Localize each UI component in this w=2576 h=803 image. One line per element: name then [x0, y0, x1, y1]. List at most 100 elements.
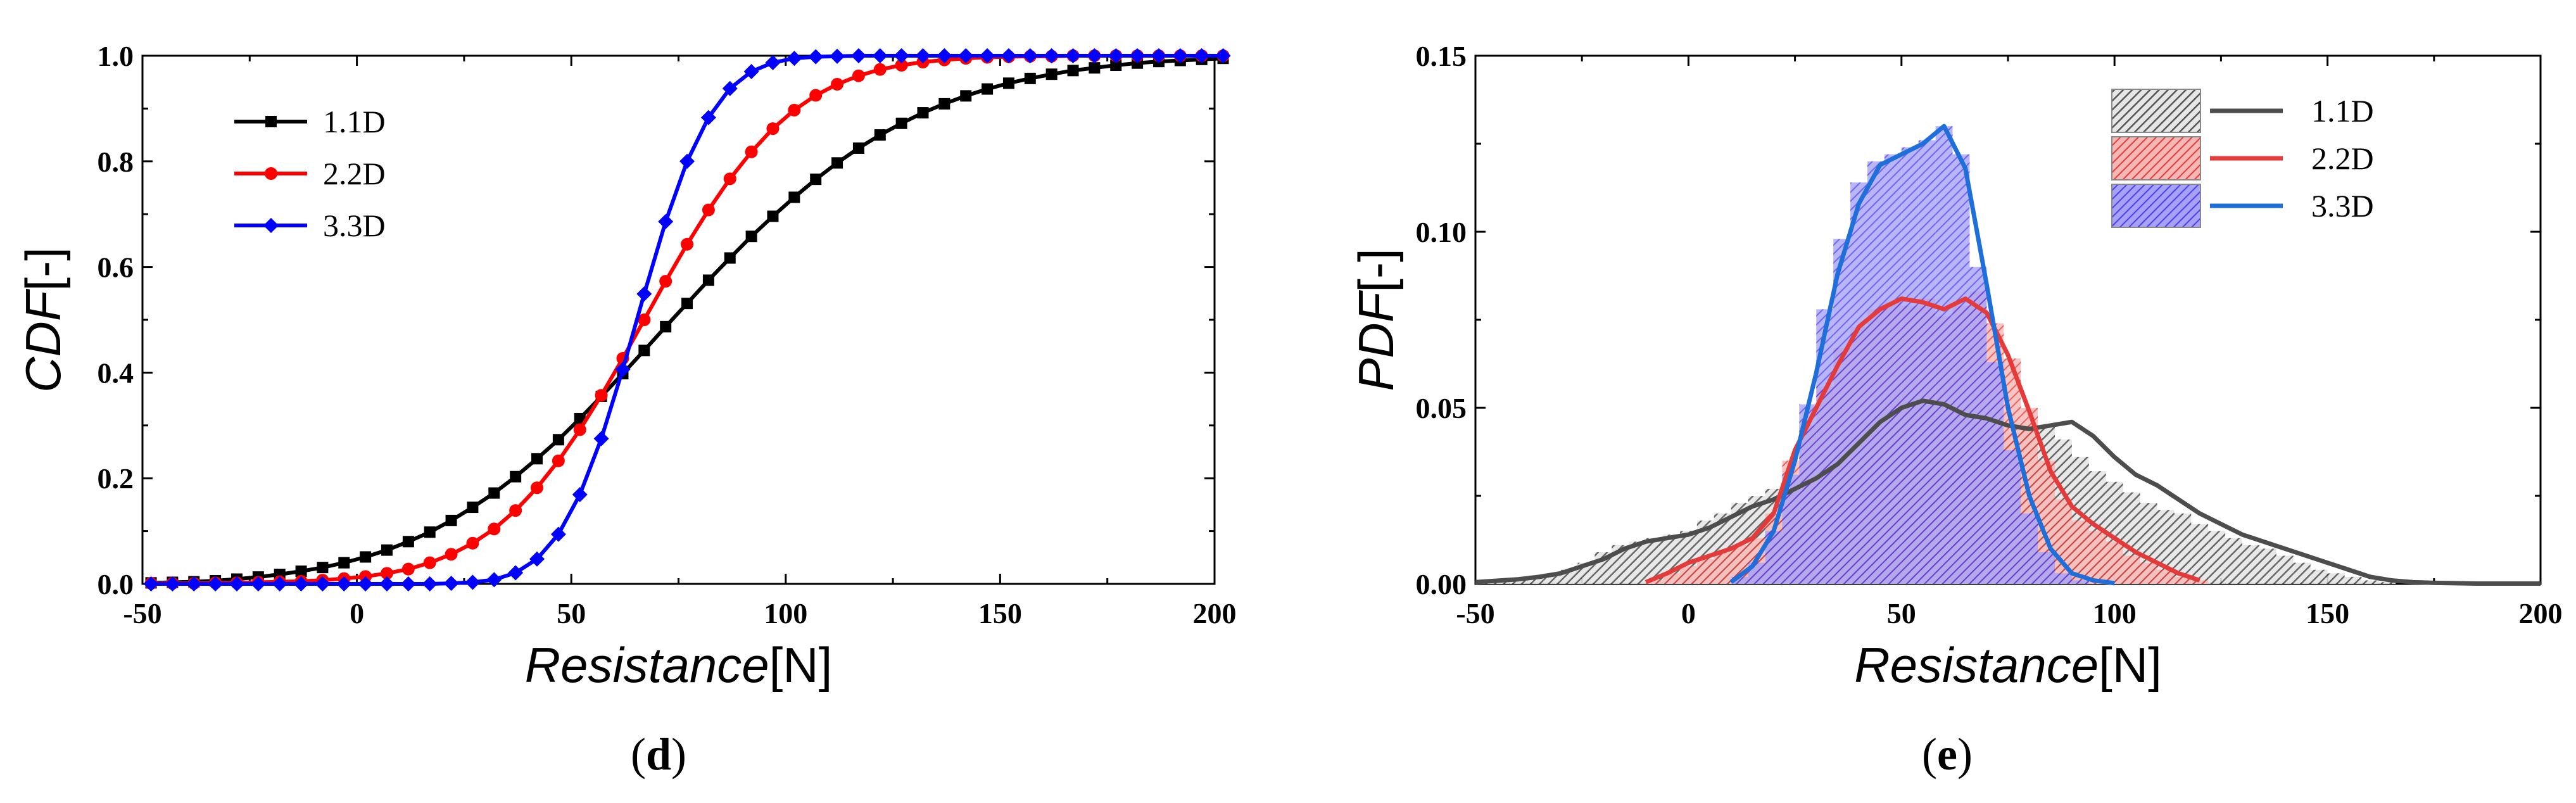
bar-2-2d [2123, 555, 2140, 584]
bar-1-1d [1629, 541, 1646, 584]
data-point-2-2d [381, 567, 394, 580]
data-point-3-3d [379, 576, 395, 591]
bar-1-1d [2293, 562, 2311, 584]
legend-label-3-3d: 3.3D [323, 208, 386, 243]
data-point-3-3d [980, 48, 995, 63]
data-point-2-2d [488, 522, 501, 536]
bar-3-3d [1986, 362, 2004, 584]
data-point-2-2d [702, 203, 715, 217]
data-point-2-2d [852, 69, 865, 82]
data-point-1-1d [960, 90, 972, 102]
data-point-1-1d [574, 412, 586, 424]
data-point-3-3d [1151, 48, 1166, 63]
data-point-3-3d [293, 576, 309, 591]
bar-3-3d [1935, 126, 1953, 584]
y-tick-label: 0.0 [98, 568, 134, 600]
data-point-2-2d [509, 504, 522, 517]
data-point-1-1d [938, 98, 950, 110]
data-point-3-3d [658, 213, 674, 229]
bar-3-3d [2021, 513, 2038, 584]
legend-label-2-2d: 2.2D [2311, 141, 2374, 176]
data-point-1-1d [982, 83, 994, 95]
data-point-3-3d [872, 48, 888, 63]
data-point-3-3d [1130, 48, 1146, 63]
curve-2-2d [1645, 296, 2200, 585]
series-1-1d [145, 53, 1229, 589]
data-point-3-3d [765, 54, 781, 70]
y-axis-title: CDF[-] [15, 247, 71, 393]
data-point-1-1d [724, 252, 736, 264]
bar-2-2d [1696, 559, 1714, 584]
bar-3-3d [1901, 147, 1919, 584]
data-point-1-1d [360, 551, 372, 563]
legend-swatch-2-2d [2111, 136, 2201, 180]
data-point-2-2d [831, 78, 844, 91]
data-point-3-3d [358, 576, 374, 591]
legend-marker-3-3d [263, 218, 279, 233]
y-tick-label: 0.05 [1416, 392, 1467, 424]
data-point-1-1d [852, 142, 864, 154]
bar-3-3d [2038, 552, 2055, 584]
x-axis-title-unit: [N] [2099, 637, 2162, 693]
bar-1-1d [1509, 579, 1527, 584]
x-axis-title: Resistance[N] [1854, 637, 2162, 693]
bar-3-3d [2071, 580, 2089, 584]
data-point-3-3d [593, 431, 609, 446]
x-axis-title-unit: [N] [769, 637, 833, 693]
series-line-3-3d [151, 54, 1223, 586]
data-point-3-3d [958, 48, 974, 63]
y-axis-title-unit: [-] [15, 247, 71, 291]
data-point-1-1d [552, 434, 564, 446]
data-point-2-2d [595, 389, 608, 402]
legend-label-2-2d: 2.2D [323, 156, 386, 191]
y-tick-label: 0.15 [1416, 40, 1467, 72]
data-point-1-1d [745, 231, 757, 243]
bar-2-2d [2088, 531, 2106, 584]
data-point-3-3d [572, 487, 588, 503]
data-point-2-2d [788, 103, 801, 117]
data-point-3-3d [1001, 48, 1016, 63]
y-tick-label: 0.4 [98, 357, 134, 389]
legend-label-1-1d: 1.1D [323, 104, 386, 139]
bar-2-2d [1714, 552, 1731, 584]
data-point-1-1d [1024, 72, 1036, 84]
bar-3-3d [1884, 154, 1902, 584]
data-point-3-3d [937, 48, 952, 63]
data-point-3-3d [400, 576, 416, 591]
data-point-1-1d [895, 117, 907, 129]
data-point-3-3d [186, 576, 202, 591]
data-point-3-3d [1172, 48, 1188, 63]
bar-2-2d [1646, 580, 1664, 584]
bar-2-2d [2157, 569, 2175, 584]
legend-swatch-3-3d [2111, 184, 2201, 228]
legend: 1.1D 2.2D 3.3D [234, 104, 386, 243]
bar-3-3d [1850, 182, 1867, 584]
data-point-1-1d [702, 274, 714, 286]
x-tick-label: -50 [1456, 597, 1494, 629]
legend: 1.1D 2.2D 3.3D [2111, 89, 2374, 228]
data-point-1-1d [831, 157, 843, 169]
data-point-1-1d [531, 453, 543, 465]
data-point-3-3d [1215, 48, 1231, 63]
data-point-2-2d [766, 122, 780, 136]
x-tick-label: 50 [557, 597, 586, 629]
bar-3-3d [1833, 239, 1851, 584]
y-tick-label: 1.0 [98, 40, 134, 72]
x-axis-title-name: Resistance [525, 637, 769, 693]
data-point-2-2d [659, 275, 672, 288]
bar-2-2d [2140, 562, 2157, 584]
bar-1-1d [2276, 555, 2294, 584]
data-point-2-2d [745, 145, 758, 158]
bar-1-1d [1526, 576, 1544, 584]
x-tick-label: 0 [1681, 597, 1696, 629]
data-point-3-3d [143, 576, 159, 591]
data-point-2-2d [681, 237, 694, 251]
data-point-3-3d [636, 286, 652, 302]
data-point-3-3d [808, 49, 824, 65]
data-point-2-2d [531, 481, 544, 495]
bar-1-1d [2191, 524, 2209, 584]
bar-3-3d [1969, 267, 1987, 584]
data-point-3-3d [486, 572, 502, 588]
bar-3-3d [2004, 450, 2021, 584]
